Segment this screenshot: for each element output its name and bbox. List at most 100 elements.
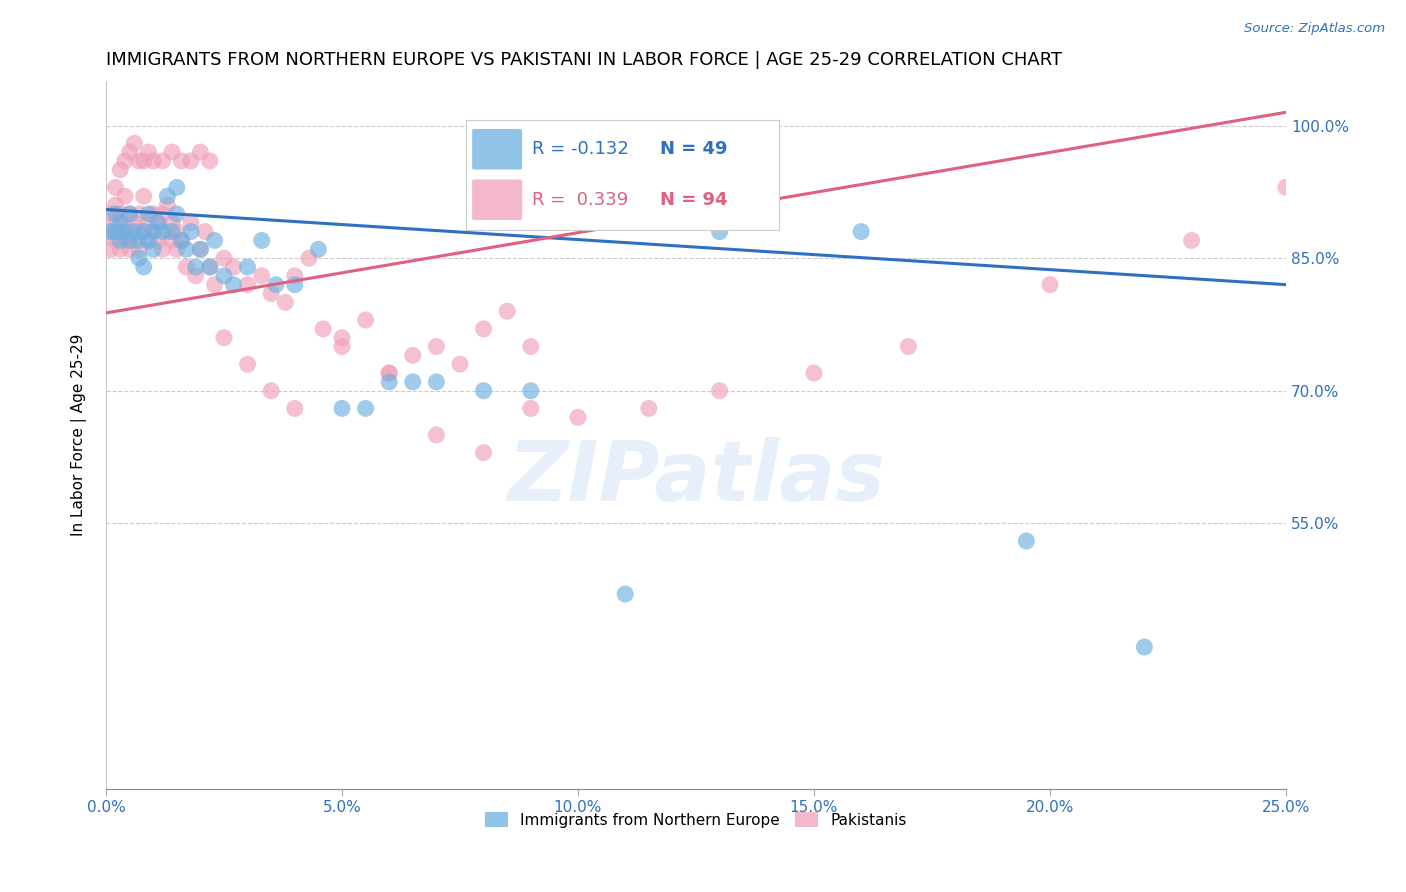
Point: [212, 331, 235, 345]
Point: [184, 268, 207, 283]
Point: [849, 225, 872, 239]
Point: [425, 339, 447, 353]
Point: [190, 242, 212, 256]
Point: [128, 234, 150, 248]
Point: [236, 357, 259, 371]
Point: [124, 136, 146, 151]
Point: [1133, 640, 1156, 654]
Point: [402, 375, 425, 389]
Text: Source: ZipAtlas.com: Source: ZipAtlas.com: [1244, 22, 1385, 36]
Point: [124, 234, 146, 248]
Point: [152, 225, 174, 239]
Point: [128, 251, 150, 265]
Point: [496, 304, 519, 318]
Point: [100, 207, 122, 221]
Point: [114, 216, 136, 230]
Point: [118, 207, 141, 221]
Point: [190, 145, 212, 159]
Point: [124, 225, 146, 239]
Point: [118, 225, 141, 239]
Point: [1039, 277, 1062, 292]
Point: [174, 242, 197, 256]
Point: [1180, 234, 1202, 248]
Point: [425, 375, 447, 389]
Point: [132, 153, 155, 168]
Point: [128, 225, 150, 239]
Point: [108, 242, 131, 256]
Text: ZIPatlas: ZIPatlas: [508, 437, 884, 518]
Point: [142, 242, 165, 256]
Point: [378, 375, 401, 389]
Point: [198, 260, 221, 274]
Point: [142, 225, 165, 239]
Point: [354, 313, 377, 327]
Point: [298, 251, 321, 265]
Point: [114, 153, 136, 168]
Point: [152, 242, 174, 256]
Point: [166, 180, 188, 194]
Point: [236, 277, 259, 292]
Point: [104, 234, 127, 248]
Point: [170, 153, 193, 168]
Point: [104, 207, 127, 221]
Point: [204, 234, 226, 248]
Point: [425, 428, 447, 442]
Point: [104, 180, 127, 194]
Point: [118, 242, 141, 256]
Point: [104, 216, 127, 230]
Point: [100, 225, 122, 239]
Point: [132, 225, 155, 239]
Point: [146, 234, 169, 248]
Point: [114, 234, 136, 248]
Point: [307, 242, 329, 256]
Point: [472, 445, 495, 459]
Point: [472, 384, 495, 398]
Point: [160, 145, 183, 159]
Point: [250, 268, 273, 283]
Point: [114, 225, 136, 239]
Point: [160, 216, 183, 230]
Point: [128, 153, 150, 168]
Point: [180, 153, 202, 168]
Point: [146, 216, 169, 230]
Point: [108, 225, 131, 239]
Point: [170, 234, 193, 248]
Point: [354, 401, 377, 416]
Y-axis label: In Labor Force | Age 25-29: In Labor Force | Age 25-29: [72, 334, 87, 536]
Point: [118, 207, 141, 221]
Point: [104, 198, 127, 212]
Point: [190, 242, 212, 256]
Point: [128, 242, 150, 256]
Point: [152, 207, 174, 221]
Point: [156, 198, 179, 212]
Point: [108, 162, 131, 177]
Point: [378, 366, 401, 380]
Point: [108, 216, 131, 230]
Point: [274, 295, 297, 310]
Point: [166, 242, 188, 256]
Point: [520, 401, 543, 416]
Point: [152, 153, 174, 168]
Point: [142, 225, 165, 239]
Point: [184, 260, 207, 274]
Point: [142, 153, 165, 168]
Text: IMMIGRANTS FROM NORTHERN EUROPE VS PAKISTANI IN LABOR FORCE | AGE 25-29 CORRELAT: IMMIGRANTS FROM NORTHERN EUROPE VS PAKIS…: [105, 51, 1062, 69]
Legend: Immigrants from Northern Europe, Pakistanis: Immigrants from Northern Europe, Pakista…: [479, 805, 912, 834]
Point: [142, 207, 165, 221]
Point: [160, 234, 183, 248]
Point: [472, 322, 495, 336]
Point: [100, 242, 122, 256]
Point: [118, 145, 141, 159]
Point: [124, 216, 146, 230]
Point: [709, 225, 731, 239]
Point: [212, 251, 235, 265]
Point: [378, 366, 401, 380]
Point: [100, 225, 122, 239]
Point: [118, 234, 141, 248]
Point: [180, 225, 202, 239]
Point: [132, 189, 155, 203]
Point: [402, 348, 425, 362]
Point: [166, 207, 188, 221]
Point: [222, 260, 245, 274]
Point: [156, 225, 179, 239]
